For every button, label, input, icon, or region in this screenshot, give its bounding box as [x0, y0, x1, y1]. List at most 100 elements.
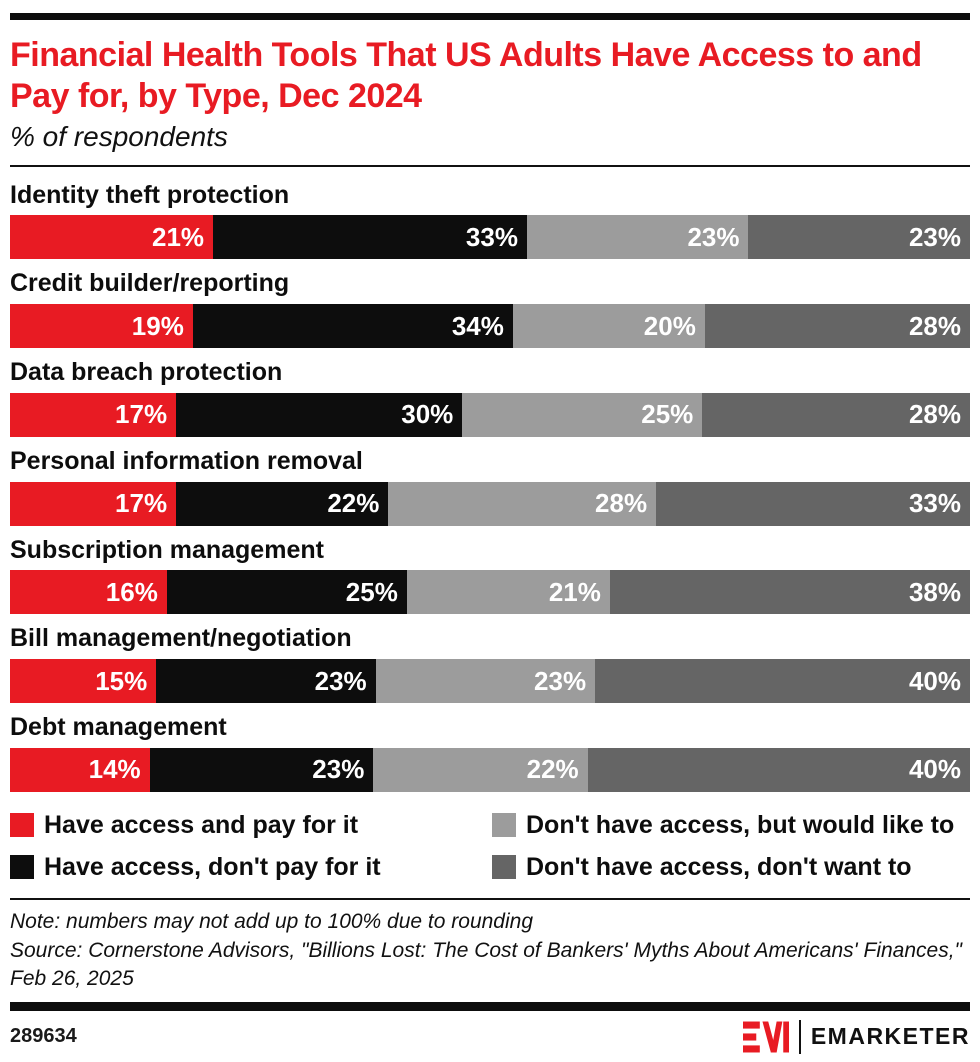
category-label: Bill management/negotiation — [10, 624, 352, 653]
bar-segment: 38% — [609, 570, 971, 615]
segment-value-label: 33% — [465, 221, 518, 252]
segment-value-label: 34% — [451, 310, 504, 341]
segment-value-label: 25% — [345, 576, 398, 607]
segment-value-label: 17% — [115, 488, 168, 519]
chart-page: Financial Health Tools That US Adults Ha… — [0, 13, 980, 1062]
segment-value-label: 19% — [131, 310, 184, 341]
emarketer-logo: EMARKETER — [742, 1019, 970, 1054]
stacked-bar: 19% 34% 20% 28% — [10, 304, 970, 349]
bar-segment: 23% — [149, 747, 374, 792]
bar-segment: 21% — [10, 215, 214, 260]
segment-value-label: 30% — [401, 399, 454, 430]
segment-value-label: 17% — [115, 399, 168, 430]
stacked-bar: 17% 22% 28% 33% — [10, 481, 970, 526]
segment-value-label: 23% — [908, 221, 961, 252]
bar-segment: 40% — [595, 659, 971, 704]
stacked-bar: 21% 33% 23% 23% — [10, 215, 970, 260]
segment-value-label: 38% — [908, 576, 962, 607]
category-label: Debt management — [10, 713, 227, 742]
segment-value-label: 33% — [908, 488, 961, 519]
bar-segment: 33% — [213, 215, 527, 260]
bar-segment: 28% — [388, 481, 657, 526]
category-label: Subscription management — [10, 535, 324, 564]
legend-swatch — [10, 855, 34, 880]
bar-row: Credit builder/reporting 19% 34% 20% 28% — [10, 259, 970, 349]
bar-segment: 16% — [10, 570, 167, 615]
segment-value-label: 25% — [641, 399, 694, 430]
bar-segment: 23% — [156, 659, 376, 704]
bar-segment: 23% — [526, 215, 749, 260]
legend-swatch — [492, 812, 516, 837]
bar-row: Bill management/negotiation 15% 23% 23% 40% — [10, 614, 971, 704]
legend-item: Don't have access, don't want to — [492, 854, 970, 880]
bar-row: Subscription management 16% 25% 21% 38% — [10, 526, 971, 615]
bar-row: Data breach protection 17% 30% 25% 28% — [10, 348, 970, 437]
bar-segment: 25% — [166, 570, 407, 615]
em-logo-mark-icon — [742, 1021, 789, 1053]
bar-segment: 20% — [512, 304, 705, 349]
segment-value-label: 28% — [908, 310, 961, 341]
category-label: Personal information removal — [10, 446, 363, 475]
header-divider — [10, 164, 970, 167]
segment-value-label: 22% — [327, 488, 380, 519]
legend-label: Don't have access, but would like to — [526, 810, 955, 839]
segment-value-label: 40% — [908, 754, 961, 785]
legend-item: Don't have access, but would like to — [492, 812, 970, 838]
segment-value-label: 40% — [908, 665, 962, 696]
segment-value-label: 23% — [314, 665, 367, 696]
bar-row: Identity theft protection 21% 33% 23% 23% — [10, 171, 970, 260]
bar-segment: 34% — [192, 304, 513, 349]
stacked-bar: 16% 25% 21% 38% — [10, 570, 971, 615]
bar-segment: 22% — [373, 747, 588, 792]
bar-row: Personal information removal 17% 22% 28% 33% — [10, 437, 970, 526]
bar-segment: 30% — [176, 392, 463, 437]
bar-segment: 23% — [375, 659, 596, 704]
bar-segment: 33% — [656, 481, 970, 526]
bar-segment: 40% — [587, 747, 970, 792]
bar-segment: 22% — [176, 481, 389, 526]
category-label: Credit builder/reporting — [10, 269, 290, 298]
legend-label: Don't have access, don't want to — [526, 853, 912, 882]
chart-id: 289634 — [10, 1025, 77, 1048]
top-rule — [10, 13, 970, 20]
segment-value-label: 16% — [105, 576, 158, 607]
legend-swatch — [492, 855, 516, 880]
legend-swatch — [10, 812, 34, 837]
segment-value-label: 20% — [643, 310, 696, 341]
segment-value-label: 14% — [88, 754, 141, 785]
note-text: Note: numbers may not add up to 100% due… — [10, 910, 534, 934]
bar-segment: 28% — [702, 392, 970, 437]
bar-row: Debt management 14% 23% 22% 40% — [10, 703, 970, 792]
bar-segment: 28% — [704, 304, 970, 349]
category-label: Data breach protection — [10, 358, 283, 387]
segment-value-label: 15% — [95, 665, 148, 696]
category-label: Identity theft protection — [10, 180, 290, 209]
legend: Have access and pay for it Don't have acc… — [10, 792, 970, 899]
footnote-divider — [10, 898, 970, 901]
segment-value-label: 23% — [534, 665, 587, 696]
bar-segment: 15% — [10, 659, 157, 704]
legend-label: Have access and pay for it — [44, 810, 359, 839]
bar-segment: 14% — [10, 747, 150, 792]
segment-value-label: 23% — [687, 221, 740, 252]
chart-title: Financial Health Tools That US Adults Ha… — [10, 36, 922, 115]
bar-segment: 25% — [462, 392, 703, 437]
bar-segment: 21% — [406, 570, 610, 615]
segment-value-label: 23% — [312, 754, 365, 785]
legend-item: Have access, don't pay for it — [10, 854, 492, 880]
bar-segment: 19% — [10, 304, 193, 349]
segment-value-label: 28% — [908, 399, 961, 430]
chart-subtitle: % of respondents — [10, 120, 228, 152]
logo-divider — [798, 1019, 801, 1054]
stacked-bar: 17% 30% 25% 28% — [10, 392, 970, 437]
segment-value-label: 22% — [526, 754, 579, 785]
source-text: Source: Cornerstone Advisors, "Billions … — [10, 938, 962, 991]
bottom-rule — [10, 1001, 970, 1011]
segment-value-label: 21% — [152, 221, 205, 252]
footer: 289634 EMARKETER — [10, 1011, 970, 1062]
bar-segment: 17% — [10, 392, 177, 437]
notes-block: Note: numbers may not add up to 100% due… — [10, 900, 970, 994]
bar-segment: 23% — [748, 215, 970, 260]
brand-name: EMARKETER — [810, 1023, 970, 1050]
legend-label: Have access, don't pay for it — [44, 853, 381, 882]
